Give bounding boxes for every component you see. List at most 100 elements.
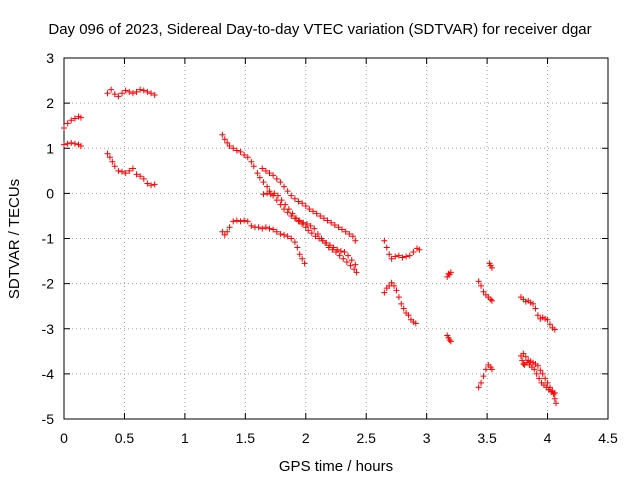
grid-lines (64, 58, 608, 419)
data-point (133, 88, 140, 95)
data-point (306, 206, 313, 213)
data-point (221, 231, 228, 238)
data-points (61, 86, 560, 407)
data-point (259, 165, 266, 172)
data-point (333, 249, 339, 256)
data-point (352, 237, 359, 244)
data-point (347, 262, 354, 269)
data-point (148, 182, 155, 189)
data-point (342, 228, 349, 235)
x-tick-label: 0.5 (115, 430, 135, 446)
data-point (77, 142, 84, 149)
data-point (71, 140, 78, 147)
data-point (219, 131, 226, 138)
data-point (475, 278, 482, 285)
data-point (151, 92, 158, 99)
data-point (447, 269, 454, 276)
data-point (475, 384, 482, 391)
data-point (314, 230, 321, 237)
x-tick-label: 2.5 (356, 430, 376, 446)
data-point (233, 147, 240, 154)
data-point (111, 91, 118, 98)
data-point (348, 257, 355, 264)
data-point (551, 395, 558, 402)
data-point (281, 231, 288, 238)
x-axis-label: GPS time / hours (279, 458, 393, 475)
y-tick-labels: -5 -4 -3 -2 -1 0 1 2 3 (42, 50, 55, 427)
data-point (256, 174, 263, 181)
data-point (260, 179, 267, 186)
y-tick-label: -5 (42, 411, 55, 427)
data-point (126, 88, 133, 95)
data-point (61, 124, 67, 131)
x-tick-label: 1 (181, 430, 189, 446)
data-point (284, 233, 291, 240)
y-tick-label: 0 (46, 185, 54, 201)
data-point (301, 260, 308, 267)
data-point (447, 338, 454, 345)
data-point (345, 252, 352, 259)
data-point (226, 142, 233, 149)
data-point (318, 235, 325, 242)
data-point (109, 158, 116, 165)
data-point (289, 210, 296, 217)
data-point (331, 221, 338, 228)
data-point (416, 246, 423, 253)
data-point (533, 370, 540, 377)
data-point (237, 218, 244, 225)
data-point (531, 366, 538, 373)
data-point (111, 163, 118, 170)
data-point (546, 321, 553, 328)
data-point (221, 136, 228, 143)
series-arc-18 (520, 350, 558, 396)
data-point (388, 279, 395, 286)
data-point (64, 140, 71, 147)
data-point (395, 252, 402, 259)
data-point (520, 350, 527, 357)
data-point (129, 90, 136, 97)
data-point (305, 227, 312, 234)
data-point (392, 253, 399, 260)
data-point (273, 228, 280, 235)
data-point (122, 170, 129, 177)
data-point (284, 188, 291, 195)
data-point (351, 266, 358, 273)
data-point (488, 297, 495, 304)
data-point (551, 389, 558, 396)
data-point (270, 172, 277, 179)
data-point (386, 251, 393, 258)
x-tick-label: 4 (544, 430, 552, 446)
data-point (129, 165, 136, 172)
data-point (551, 326, 558, 333)
data-point (480, 373, 487, 380)
data-point (400, 305, 407, 312)
y-tick-label: -3 (42, 321, 55, 337)
series-arc-8 (260, 190, 360, 276)
data-point (291, 239, 298, 246)
data-point (446, 337, 453, 344)
series-arc-2 (61, 139, 84, 149)
data-point (68, 139, 75, 146)
data-point (262, 224, 269, 231)
data-point (388, 255, 395, 262)
data-point (544, 316, 551, 323)
data-point (241, 152, 248, 159)
data-point (546, 384, 553, 391)
data-point (250, 163, 257, 170)
data-point (310, 208, 317, 215)
data-point (226, 224, 233, 231)
series-arc-11 (444, 269, 454, 280)
data-point (336, 252, 343, 259)
data-point (534, 312, 541, 319)
data-point (224, 139, 231, 146)
data-point (115, 167, 122, 174)
data-point (482, 366, 489, 373)
series-arc-3 (104, 86, 158, 100)
data-point (343, 258, 350, 265)
data-point (224, 228, 231, 235)
data-point (534, 362, 541, 369)
data-point (266, 225, 273, 232)
data-point (296, 217, 303, 224)
data-point (550, 391, 557, 398)
data-point (285, 206, 292, 213)
